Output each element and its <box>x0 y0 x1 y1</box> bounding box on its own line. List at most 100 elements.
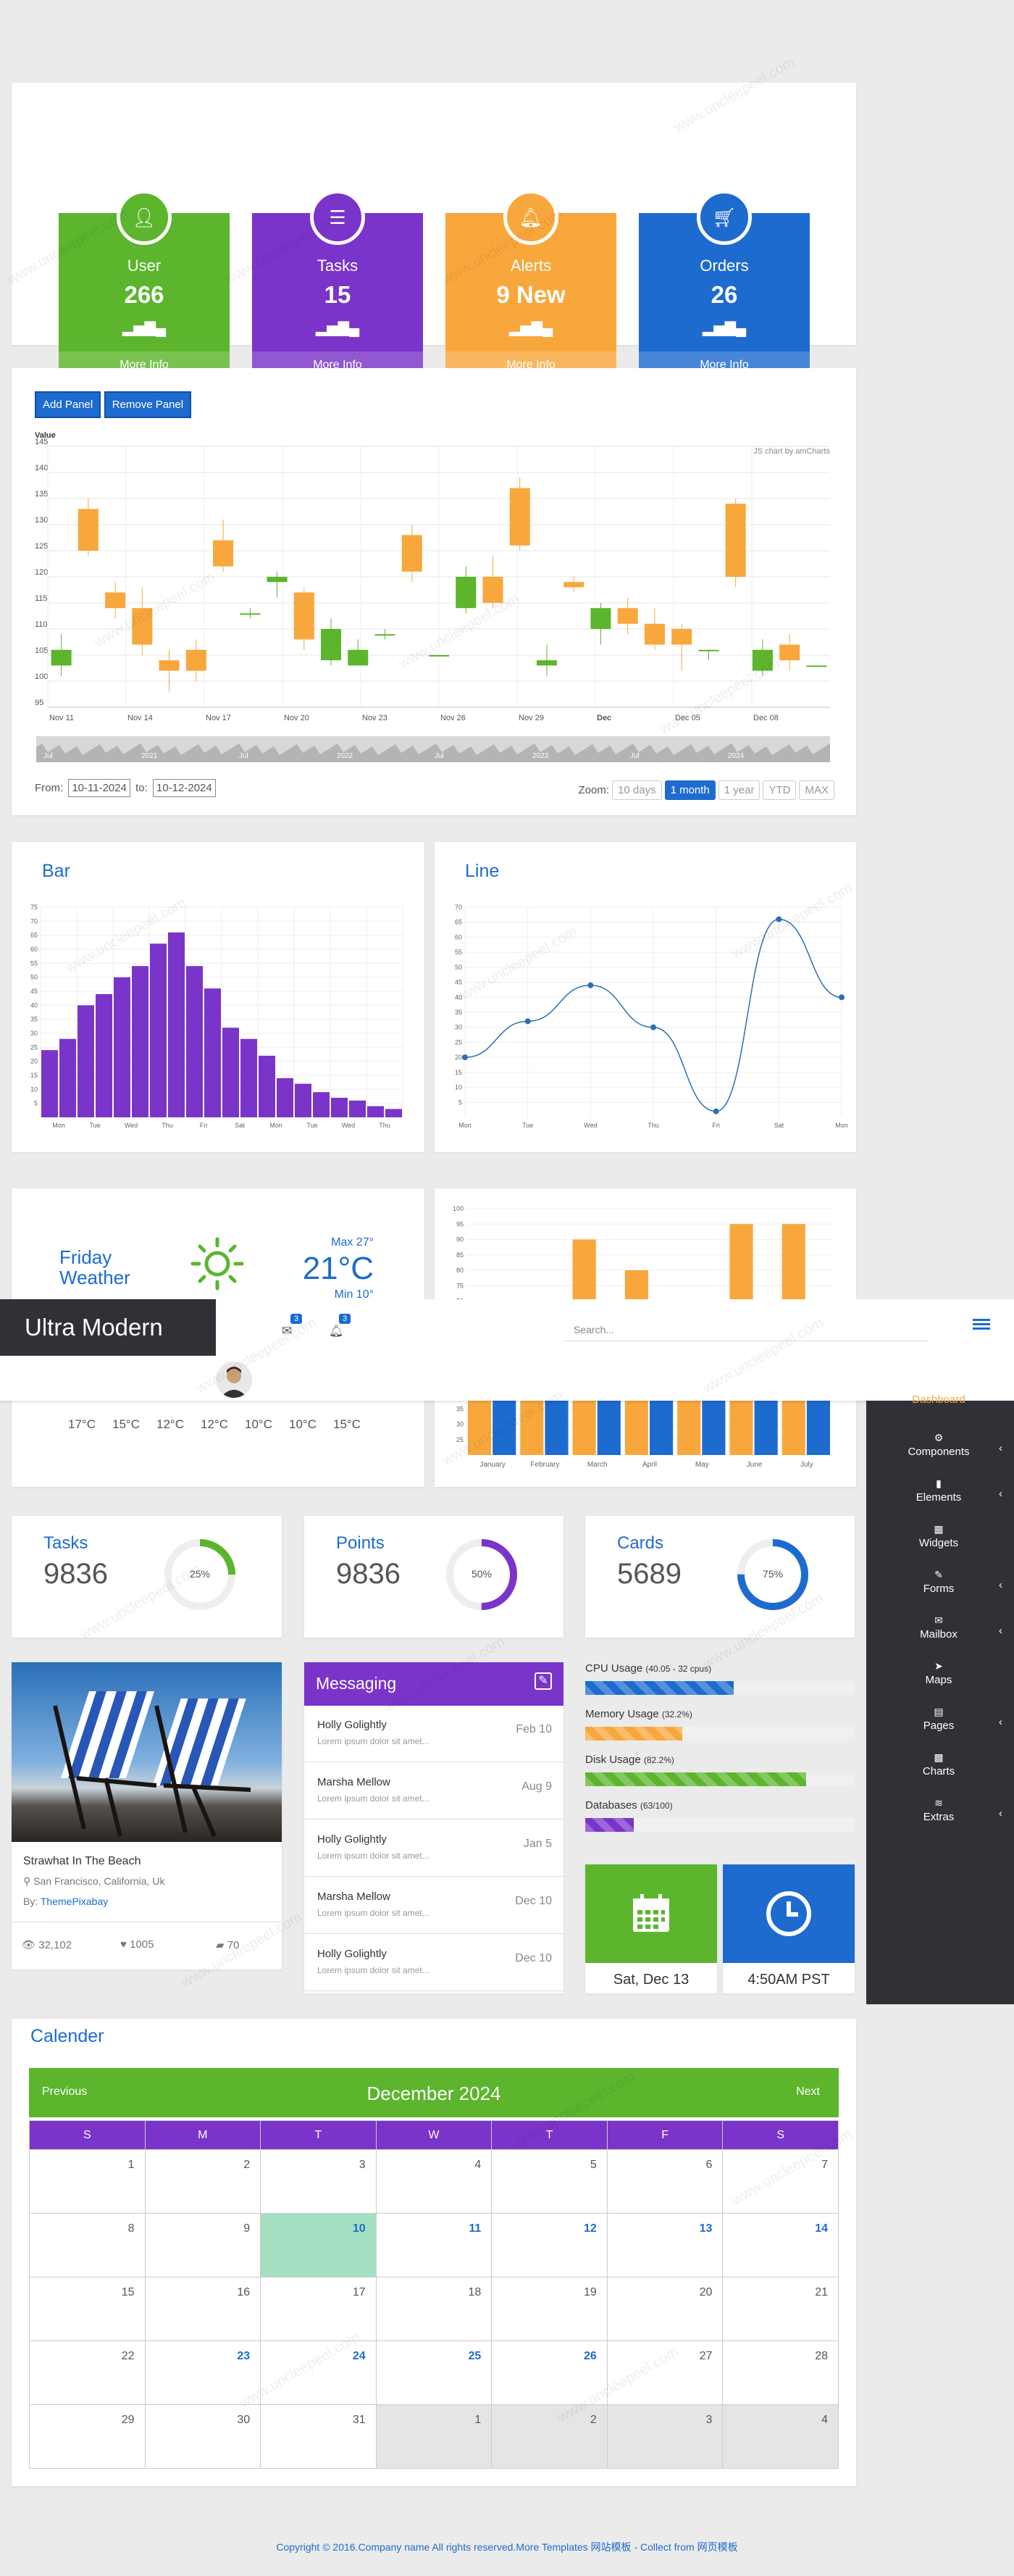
candle-body[interactable] <box>321 629 342 661</box>
sidebar-item-widgets[interactable]: ▦ Widgets <box>866 1523 1011 1549</box>
candle-body[interactable] <box>132 608 153 645</box>
bar[interactable] <box>385 1109 402 1117</box>
calendar-day[interactable]: 14 <box>722 2213 839 2277</box>
from-input[interactable]: 10-11-2024 <box>68 779 130 797</box>
calendar-day[interactable]: 21 <box>722 2277 839 2341</box>
bar[interactable] <box>150 943 167 1117</box>
zoom-button[interactable]: 1 month <box>664 780 716 800</box>
calendar-day[interactable]: 28 <box>722 2341 839 2405</box>
mail-notification[interactable]: ✉ 3 <box>279 1314 303 1338</box>
bar[interactable] <box>259 1055 275 1117</box>
user-avatar[interactable] <box>216 1362 252 1398</box>
add-panel-button[interactable]: Add Panel <box>35 391 101 418</box>
candle-body[interactable] <box>401 535 422 572</box>
bar[interactable] <box>204 988 221 1117</box>
zoom-button[interactable]: MAX <box>799 780 834 800</box>
calendar-day[interactable]: 3 <box>606 2404 724 2469</box>
candle-body[interactable] <box>105 592 126 609</box>
column-bar[interactable] <box>650 1393 674 1455</box>
next-month-button[interactable]: Next <box>796 2085 820 2098</box>
brand-logo[interactable]: Ultra Modern <box>0 1299 216 1356</box>
data-point[interactable] <box>776 916 782 922</box>
calendar-day[interactable]: 4 <box>375 2149 493 2214</box>
calendar-day[interactable]: 24 <box>260 2341 377 2405</box>
calendar-day[interactable]: 27 <box>606 2341 724 2405</box>
candle-body[interactable] <box>725 504 746 577</box>
zoom-button[interactable]: 1 year <box>718 780 760 800</box>
bar[interactable] <box>367 1106 384 1117</box>
candle-body[interactable] <box>374 634 395 636</box>
calendar-day[interactable]: 9 <box>144 2213 261 2277</box>
calendar-day[interactable]: 16 <box>144 2277 261 2341</box>
bar[interactable] <box>313 1092 330 1117</box>
candle-body[interactable] <box>185 649 206 671</box>
calendar-day[interactable]: 4 <box>722 2404 839 2469</box>
candle-body[interactable] <box>159 660 180 671</box>
calendar-day[interactable]: 17 <box>260 2277 377 2341</box>
zoom-button[interactable]: 10 days <box>612 780 662 800</box>
calendar-day[interactable]: 29 <box>29 2404 146 2469</box>
to-input[interactable]: 10-12-2024 <box>153 779 216 797</box>
menu-toggle-icon[interactable] <box>973 1317 990 1334</box>
calendar-day[interactable]: 1 <box>29 2149 146 2214</box>
sidebar-item-components[interactable]: ⚙ Components ‹ <box>866 1432 1011 1458</box>
data-point[interactable] <box>713 1108 719 1114</box>
candle-body[interactable] <box>752 649 773 671</box>
candle-body[interactable] <box>698 649 719 651</box>
calendar-day[interactable]: 31 <box>260 2404 377 2469</box>
bar[interactable] <box>168 932 185 1117</box>
candle-body[interactable] <box>77 509 99 551</box>
candle-body[interactable] <box>563 582 584 588</box>
bar[interactable] <box>331 1097 348 1117</box>
bar[interactable] <box>41 1050 58 1117</box>
bar[interactable] <box>114 977 130 1117</box>
sidebar-item-pages[interactable]: ▤ Pages ‹ <box>866 1706 1011 1732</box>
calendar-day[interactable]: 1 <box>375 2404 493 2469</box>
data-point[interactable] <box>462 1054 468 1061</box>
candle-body[interactable] <box>617 608 638 624</box>
data-point[interactable] <box>524 1018 531 1025</box>
calendar-day[interactable]: 20 <box>606 2277 724 2341</box>
candle-body[interactable] <box>536 660 557 666</box>
message-item[interactable]: Marsha Mellow Lorem ipsum dolor sit amet.… <box>304 1877 563 1934</box>
sidebar-item-dashboard[interactable]: Dashboard <box>866 1393 1011 1406</box>
calendar-day[interactable]: 8 <box>29 2213 146 2277</box>
alert-notification[interactable]: 🔔︎ 3 <box>326 1314 351 1338</box>
likes-stat[interactable]: ♥ 1005 <box>120 1938 154 1951</box>
calendar-day[interactable]: 10 <box>260 2213 377 2277</box>
calendar-day[interactable]: 12 <box>491 2213 608 2277</box>
bar[interactable] <box>277 1077 293 1117</box>
calendar-day[interactable]: 13 <box>606 2213 724 2277</box>
data-point[interactable] <box>650 1024 656 1030</box>
candle-body[interactable] <box>293 592 314 640</box>
candle-body[interactable] <box>348 649 369 666</box>
bar[interactable] <box>295 1083 311 1117</box>
calendar-day[interactable]: 25 <box>375 2341 493 2405</box>
candle-body[interactable] <box>240 613 261 615</box>
prev-month-button[interactable]: Previous <box>42 2085 88 2098</box>
calendar-day[interactable]: 2 <box>491 2404 608 2469</box>
views-stat[interactable]: 👁︎ 32,102 <box>22 1938 72 1951</box>
candle-body[interactable] <box>456 577 477 609</box>
calendar-day[interactable]: 11 <box>375 2213 493 2277</box>
candle-body[interactable] <box>590 608 611 629</box>
sidebar-item-forms[interactable]: ✎ Forms ‹ <box>866 1569 1011 1595</box>
search-input[interactable]: Search... <box>562 1318 927 1341</box>
calendar-day[interactable]: 3 <box>260 2149 377 2214</box>
chart-scrollbar[interactable]: Jul 2021 Jul 2022 Jul 2023 Jul 2024 <box>36 736 830 762</box>
bar[interactable] <box>132 966 148 1117</box>
message-item[interactable]: Holly Golightly Lorem ipsum dolor sit ame… <box>304 1935 563 1991</box>
message-item[interactable]: Holly Golightly Lorem ipsum dolor sit ame… <box>304 1820 563 1877</box>
candle-body[interactable] <box>51 649 72 666</box>
message-item[interactable]: Marsha Mellow Lorem ipsum dolor sit amet.… <box>304 1763 563 1820</box>
candle-body[interactable] <box>213 540 234 567</box>
candle-body[interactable] <box>671 629 692 645</box>
calendar-day[interactable]: 5 <box>491 2149 608 2214</box>
compose-icon[interactable]: ✎ <box>535 1672 552 1690</box>
column-bar[interactable] <box>702 1399 726 1456</box>
calendar-day[interactable]: 23 <box>144 2341 261 2405</box>
candle-body[interactable] <box>482 577 503 603</box>
data-point[interactable] <box>839 994 845 1001</box>
remove-panel-button[interactable]: Remove Panel <box>104 391 192 418</box>
bar[interactable] <box>59 1038 76 1117</box>
